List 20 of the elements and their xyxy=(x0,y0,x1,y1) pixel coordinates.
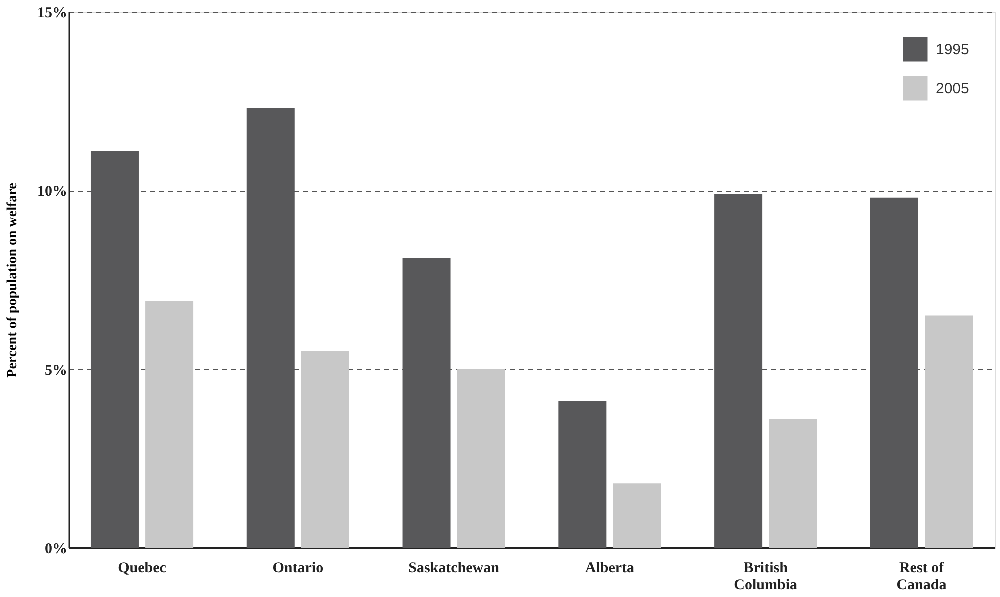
legend-label: 2005 xyxy=(936,80,970,98)
x-tick-label: Alberta xyxy=(585,560,636,576)
x-tick-label: Ontario xyxy=(272,560,324,576)
y-tick-label: 5% xyxy=(45,362,68,379)
bar xyxy=(769,419,818,548)
legend-label: 1995 xyxy=(936,42,970,58)
x-tick-label: Saskatchewan xyxy=(408,560,500,576)
bar xyxy=(301,351,350,548)
x-tick-label: Quebec xyxy=(118,560,167,576)
x-tick-label: Rest of Canada xyxy=(896,560,948,594)
y-axis-title: Percent of population on welfare xyxy=(6,183,20,378)
y-tick-label: 0% xyxy=(45,542,68,558)
x-tick-label: British Columbia xyxy=(734,560,798,594)
bar xyxy=(558,401,607,548)
y-tick-label: 10% xyxy=(38,184,68,200)
bar xyxy=(925,316,974,548)
bar xyxy=(457,369,506,548)
bar xyxy=(146,301,194,548)
bar xyxy=(613,484,662,548)
y-tick-label: 15% xyxy=(38,6,68,22)
